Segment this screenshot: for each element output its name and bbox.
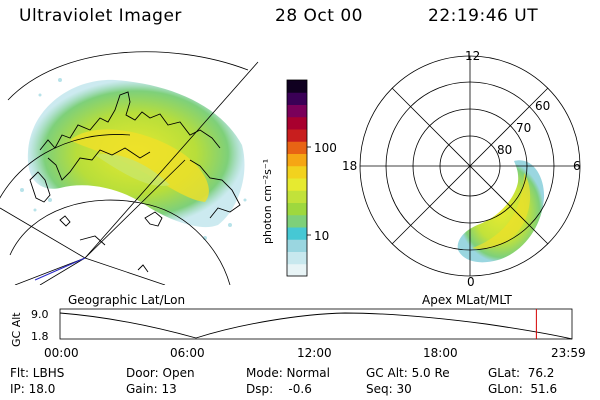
right-map-label: Apex MLat/MLT (422, 293, 512, 307)
sun-direction-line (34, 257, 86, 281)
mlt-label-6: 6 (573, 159, 581, 173)
color-scale-segment (287, 202, 307, 216)
color-scale-segment (287, 104, 307, 118)
orbit-x-tick-0000: 00:00 (44, 346, 79, 360)
orbit-altitude-plot: GC Alt 9.0 1.8 (10, 308, 573, 347)
color-scale-bar (287, 80, 307, 277)
info-door: Door: Open (126, 366, 195, 380)
orbit-x-tick-0600: 06:00 (170, 346, 205, 360)
orbit-altitude-curve (59, 312, 573, 340)
color-scale-segment (287, 153, 307, 167)
auroral-oval (457, 160, 545, 263)
info-mode: Mode: Normal (246, 366, 330, 380)
info-glat: GLat: 76.2 (488, 366, 555, 380)
auroral-oval-core (472, 173, 531, 250)
color-scale-unit: photon cm⁻²s⁻¹ (261, 159, 274, 244)
coastlines (29, 91, 241, 273)
info-gc-alt: GC Alt: 5.0 Re (366, 366, 450, 380)
color-scale-tick-10: 10 (314, 229, 330, 243)
polar-rings (359, 55, 581, 277)
orbit-y-tick-max: 9.0 (31, 308, 49, 321)
mlat-label-70: 70 (516, 121, 531, 135)
orbit-plot-frame (59, 308, 573, 340)
orbit-x-tick-2359: 23:59 (551, 346, 586, 360)
info-ip: IP: 18.0 (10, 382, 56, 396)
color-scale-segment (287, 178, 307, 191)
color-scale-segment (287, 116, 307, 130)
auroral-gap (95, 154, 170, 186)
color-scale-segment (287, 129, 307, 142)
app-title: Ultraviolet Imager (19, 6, 182, 26)
orbit-y-tick-min: 1.8 (31, 330, 49, 343)
observation-date: 28 Oct 00 (275, 6, 363, 26)
geographic-map (0, 51, 259, 285)
color-scale-segment (287, 227, 307, 240)
color-scale-segment (287, 214, 307, 228)
mlt-label-18: 18 (342, 159, 357, 173)
observation-time: 22:19:46 UT (428, 6, 539, 26)
mlt-label-12: 12 (465, 49, 480, 63)
color-scale-segment (287, 239, 307, 252)
color-scale-segment (287, 92, 307, 105)
mlat-label-60: 60 (535, 99, 550, 113)
orbit-y-axis-title: GC Alt (10, 312, 23, 347)
color-scale-segment (287, 165, 307, 179)
orbit-x-tick-1200: 12:00 (297, 346, 332, 360)
color-scale-frame (286, 79, 308, 277)
map-grid (0, 51, 259, 285)
info-dsp: Dsp: -0.6 (246, 382, 312, 396)
info-seq: Seq: 30 (366, 382, 412, 396)
orbit-x-tick-1800: 18:00 (423, 346, 458, 360)
color-scale-segment (287, 141, 307, 154)
info-flt: Flt: LBHS (10, 366, 65, 380)
color-scale-segment (287, 80, 307, 93)
color-scale: photon cm⁻²s⁻¹ (261, 79, 311, 277)
info-glon: GLon: 51.6 (488, 382, 558, 396)
color-scale-segment (287, 190, 307, 203)
color-scale-tick-100: 100 (314, 141, 337, 155)
mlt-label-0: 0 (467, 275, 475, 288)
info-gain: Gain: 13 (126, 382, 177, 396)
left-map-label: Geographic Lat/Lon (68, 293, 186, 307)
color-scale-segment (287, 263, 307, 277)
color-scale-segment (287, 251, 307, 265)
mlat-label-80: 80 (497, 143, 512, 157)
polar-mlat-mlt-plot: 12 18 6 0 60 70 80 (342, 49, 581, 288)
